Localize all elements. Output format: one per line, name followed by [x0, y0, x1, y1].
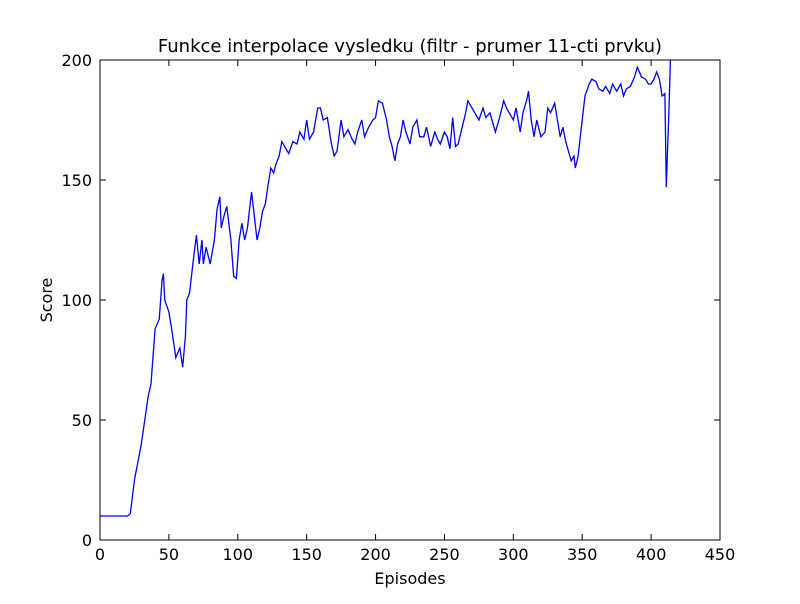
x-tick-label: 150	[291, 545, 322, 564]
plot-frame	[99, 59, 721, 541]
y-tick-label: 100	[61, 291, 92, 310]
x-tick-label: 300	[498, 545, 529, 564]
y-tick-label: 0	[82, 531, 92, 550]
x-tick-label: 0	[95, 545, 105, 564]
x-tick-label: 200	[360, 545, 391, 564]
y-tick-label: 50	[72, 411, 92, 430]
x-axis-label: Episodes	[374, 569, 445, 588]
x-tick-label: 450	[705, 545, 736, 564]
y-axis-label: Score	[37, 278, 56, 323]
chart-title: Funkce interpolace vysledku (filtr - pru…	[158, 36, 662, 57]
x-tick-label: 350	[567, 545, 598, 564]
y-tick-label: 200	[61, 51, 92, 70]
y-tick-label: 150	[61, 171, 92, 190]
x-tick-label: 50	[159, 545, 179, 564]
x-tick-label: 400	[636, 545, 667, 564]
x-tick-label: 250	[429, 545, 460, 564]
data-line	[100, 60, 672, 517]
x-tick-label: 100	[223, 545, 254, 564]
